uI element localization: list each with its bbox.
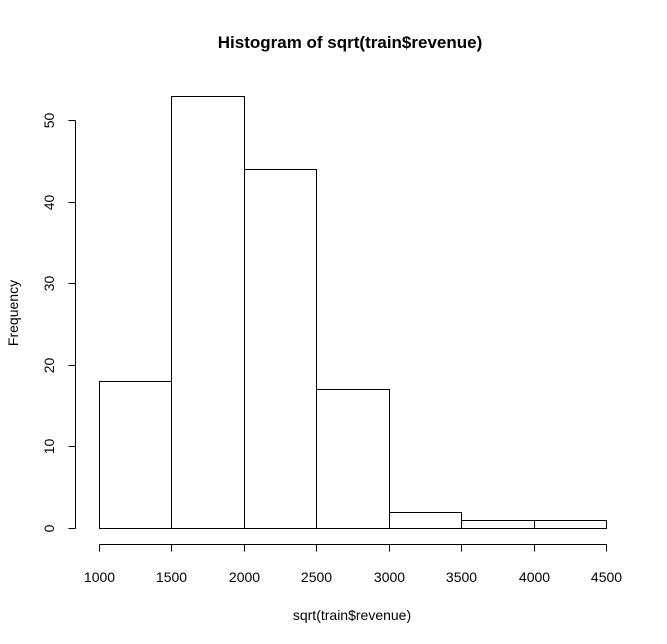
x-tick-label-3: 2500 <box>301 569 332 585</box>
chart-title: Histogram of sqrt(train$revenue) <box>218 33 483 52</box>
y-tick-label-2: 20 <box>41 358 57 374</box>
y-tick-label-1: 10 <box>41 439 57 455</box>
x-tick-label-1: 1500 <box>156 569 187 585</box>
y-tick-label-3: 30 <box>41 276 57 292</box>
histogram-bar-5 <box>461 520 535 529</box>
bars-group <box>99 96 607 529</box>
histogram-bar-1 <box>171 96 245 529</box>
y-axis: 0 10 20 30 40 50 <box>41 113 76 532</box>
x-tick-label-4: 3000 <box>374 569 405 585</box>
histogram-bar-2 <box>244 169 317 529</box>
x-tick-label-0: 1000 <box>84 569 115 585</box>
histogram-bar-4 <box>389 512 462 529</box>
y-tick-label-5: 50 <box>41 113 57 129</box>
x-tick-label-6: 4000 <box>519 569 550 585</box>
histogram-bar-3 <box>316 389 390 529</box>
x-tick-label-5: 3500 <box>446 569 477 585</box>
x-axis: 1000 1500 2000 2500 3000 3500 4000 4500 <box>84 544 622 585</box>
x-tick-label-2: 2000 <box>229 569 260 585</box>
histogram-bar-0 <box>99 381 172 529</box>
y-axis-label: Frequency <box>5 280 21 346</box>
x-axis-label: sqrt(train$revenue) <box>293 607 411 623</box>
y-tick-label-4: 40 <box>41 195 57 211</box>
histogram-bar-6 <box>534 520 607 529</box>
x-tick-label-7: 4500 <box>591 569 622 585</box>
y-tick-label-0: 0 <box>41 524 57 532</box>
